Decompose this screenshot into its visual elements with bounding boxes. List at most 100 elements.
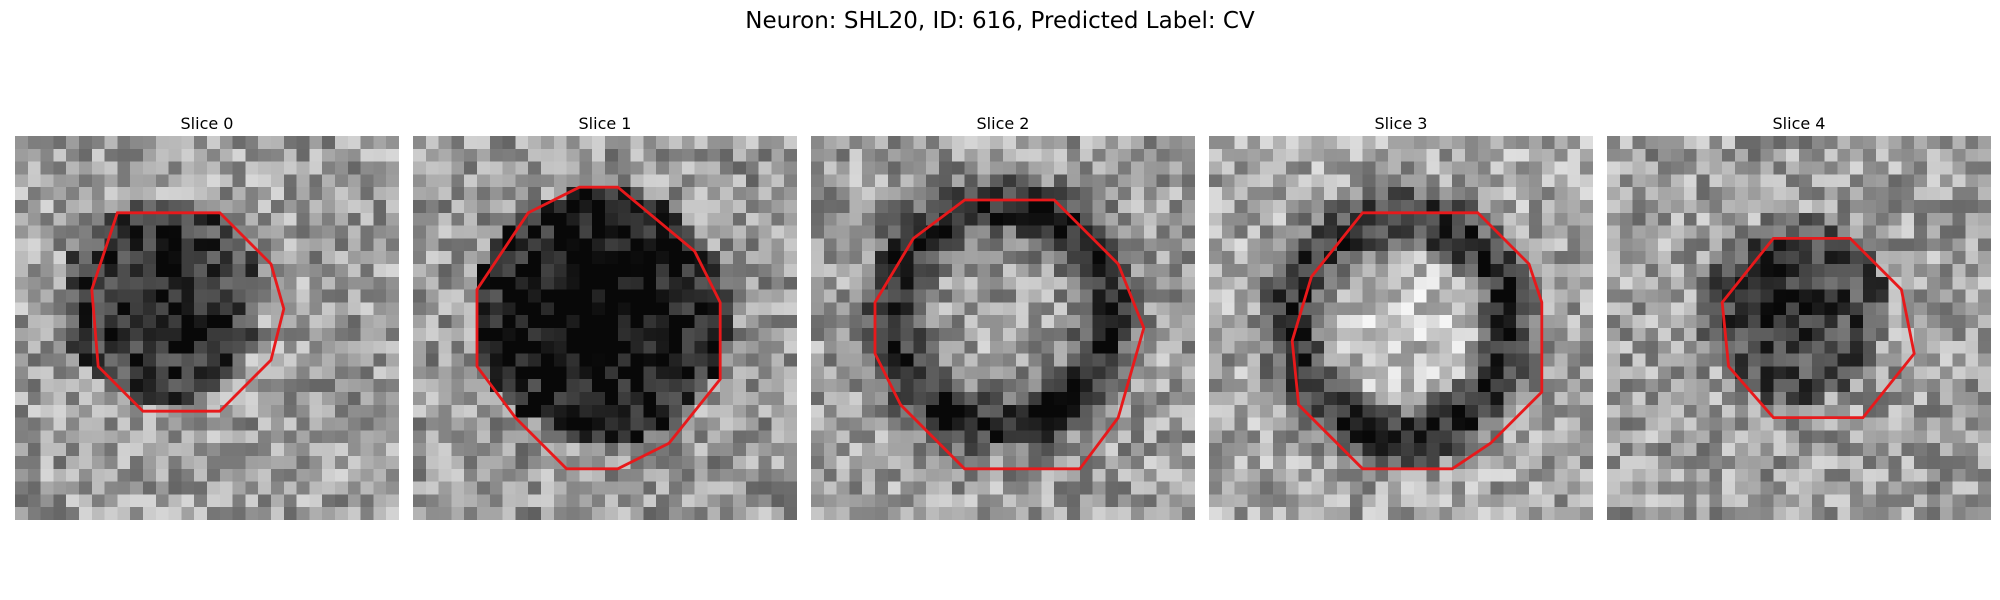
image-pixel [451,136,464,149]
image-pixel [1567,226,1580,239]
image-pixel [413,290,426,303]
image-pixel [335,200,348,213]
image-pixel [1927,136,1940,149]
image-pixel [888,174,901,187]
image-pixel [862,290,875,303]
image-pixel [1953,187,1966,200]
image-pixel [1235,226,1248,239]
image-pixel [977,418,990,431]
image-pixel [707,213,720,226]
image-pixel [1401,328,1414,341]
image-pixel [207,392,220,405]
image-pixel [1914,213,1927,226]
image-pixel [426,315,439,328]
image-pixel [952,354,965,367]
image-pixel [1041,226,1054,239]
image-pixel [1427,341,1440,354]
image-pixel [1311,507,1324,520]
image-pixel [1118,187,1131,200]
image-pixel [1299,469,1312,482]
image-pixel [1222,302,1235,315]
image-pixel [1401,354,1414,367]
image-pixel [1029,238,1042,251]
image-pixel [939,251,952,264]
image-pixel [875,226,888,239]
image-pixel [413,277,426,290]
image-pixel [1131,277,1144,290]
image-pixel [439,418,452,431]
image-pixel [373,392,386,405]
image-pixel [1799,507,1812,520]
image-pixel [1439,366,1452,379]
image-pixel [1620,507,1633,520]
image-pixel [1273,251,1286,264]
image-pixel [913,328,926,341]
image-pixel [990,482,1003,495]
image-pixel [720,149,733,162]
image-pixel [1761,507,1774,520]
image-pixel [1350,302,1363,315]
image-pixel [1222,238,1235,251]
image-pixel [1735,405,1748,418]
image-pixel [631,469,644,482]
image-pixel [439,277,452,290]
image-pixel [888,507,901,520]
image-pixel [322,251,335,264]
image-pixel [567,174,580,187]
image-pixel [1235,482,1248,495]
image-pixel [1235,315,1248,328]
image-pixel [451,315,464,328]
image-pixel [490,469,503,482]
image-pixel [784,418,797,431]
image-pixel [348,264,361,277]
image-pixel [258,213,271,226]
image-pixel [1427,200,1440,213]
image-pixel [1927,238,1940,251]
image-pixel [1658,213,1671,226]
image-pixel [579,187,592,200]
image-pixel [720,226,733,239]
image-pixel [1350,238,1363,251]
image-pixel [348,366,361,379]
image-pixel [733,315,746,328]
image-pixel [1978,277,1991,290]
image-pixel [426,392,439,405]
image-pixel [1273,290,1286,303]
image-pixel [1799,341,1812,354]
image-pixel [1709,482,1722,495]
image-pixel [297,494,310,507]
image-pixel [297,251,310,264]
image-pixel [1529,162,1542,175]
image-pixel [41,507,54,520]
image-pixel [130,418,143,431]
image-pixel [733,290,746,303]
image-pixel [1658,290,1671,303]
image-pixel [1965,200,1978,213]
image-pixel [386,290,399,303]
image-pixel [15,456,28,469]
image-pixel [1671,264,1684,277]
image-pixel [464,507,477,520]
image-pixel [1516,507,1529,520]
image-pixel [1337,136,1350,149]
image-pixel [1825,494,1838,507]
image-pixel [567,366,580,379]
image-pixel [1273,226,1286,239]
image-pixel [1965,366,1978,379]
image-pixel [297,277,310,290]
image-pixel [849,469,862,482]
image-pixel [1876,200,1889,213]
image-pixel [15,379,28,392]
image-pixel [117,418,130,431]
image-pixel [143,200,156,213]
image-pixel [1273,136,1286,149]
image-pixel [220,328,233,341]
image-pixel [233,174,246,187]
image-pixel [297,264,310,277]
image-pixel [220,430,233,443]
image-pixel [271,469,284,482]
image-pixel [1633,469,1646,482]
image-pixel [1080,187,1093,200]
image-pixel [66,136,79,149]
image-pixel [1965,251,1978,264]
